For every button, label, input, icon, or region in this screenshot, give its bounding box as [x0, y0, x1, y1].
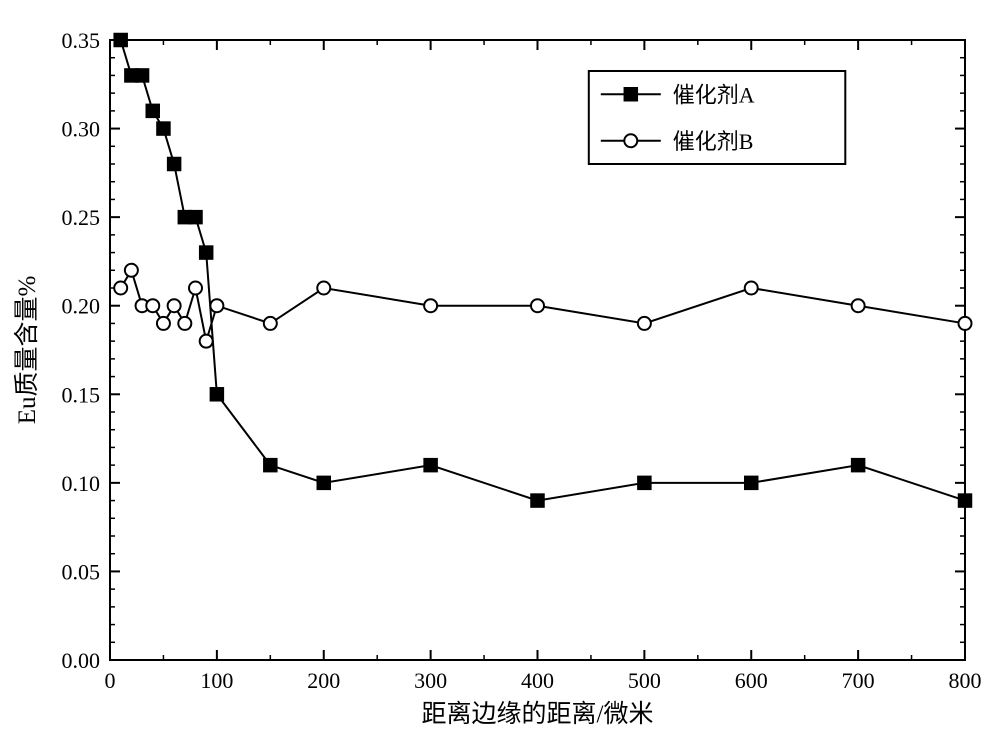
data-point-catalyst-B	[959, 317, 972, 330]
x-tick-label: 700	[842, 668, 875, 693]
data-point-catalyst-B	[317, 282, 330, 295]
y-tick-label: 0.25	[62, 205, 101, 230]
chart-container: 0 100 200 300 400 500 600 700 800 0.00 0.05 0.10 0.1…	[0, 0, 1000, 741]
data-point-catalyst-B	[146, 299, 159, 312]
y-tick-label: 0.30	[62, 117, 101, 142]
data-point-catalyst-A	[114, 34, 127, 47]
legend-label-catalyst-A: 催化剂A	[673, 82, 755, 107]
x-tick-label: 200	[307, 668, 340, 693]
data-point-catalyst-A	[531, 494, 544, 507]
x-tick-label: 600	[735, 668, 768, 693]
legend-label-catalyst-B: 催化剂B	[673, 129, 754, 154]
data-point-catalyst-B	[638, 317, 651, 330]
y-tick-label: 0.05	[62, 559, 101, 584]
data-point-catalyst-A	[264, 459, 277, 472]
data-point-catalyst-A	[745, 476, 758, 489]
x-tick-label: 300	[414, 668, 447, 693]
data-point-catalyst-A	[136, 69, 149, 82]
data-point-catalyst-B	[200, 335, 213, 348]
data-point-catalyst-A	[210, 388, 223, 401]
data-point-catalyst-A	[168, 158, 181, 171]
data-point-catalyst-B	[745, 282, 758, 295]
data-point-catalyst-B	[114, 282, 127, 295]
data-point-catalyst-A	[852, 459, 865, 472]
data-point-catalyst-A	[424, 459, 437, 472]
x-tick-label: 0	[105, 668, 116, 693]
data-point-catalyst-A	[189, 211, 202, 224]
data-point-catalyst-B	[125, 264, 138, 277]
x-tick-label: 800	[949, 668, 982, 693]
data-point-catalyst-B	[852, 299, 865, 312]
x-axis-label: 距离边缘的距离/微米	[422, 700, 654, 728]
data-point-catalyst-A	[317, 476, 330, 489]
x-tick-label: 500	[628, 668, 661, 693]
data-point-catalyst-B	[531, 299, 544, 312]
data-point-catalyst-B	[157, 317, 170, 330]
data-point-catalyst-B	[264, 317, 277, 330]
y-tick-label: 0.35	[62, 28, 101, 53]
data-point-catalyst-B	[178, 317, 191, 330]
data-point-catalyst-A	[146, 104, 159, 117]
data-point-catalyst-B	[424, 299, 437, 312]
x-tick-label: 100	[200, 668, 233, 693]
y-tick-label: 0.10	[62, 471, 101, 496]
data-point-catalyst-A	[157, 122, 170, 135]
data-point-catalyst-B	[168, 299, 181, 312]
data-point-catalyst-A	[959, 494, 972, 507]
y-tick-label: 0.15	[62, 382, 101, 407]
data-point-catalyst-A	[638, 476, 651, 489]
x-tick-label: 400	[521, 668, 554, 693]
data-point-catalyst-B	[189, 282, 202, 295]
data-point-catalyst-A	[200, 246, 213, 259]
y-tick-label: 0.20	[62, 294, 101, 319]
data-point-catalyst-B	[210, 299, 223, 312]
y-tick-label: 0.00	[62, 648, 101, 673]
y-axis-label: Eu质量含量%	[13, 276, 41, 425]
